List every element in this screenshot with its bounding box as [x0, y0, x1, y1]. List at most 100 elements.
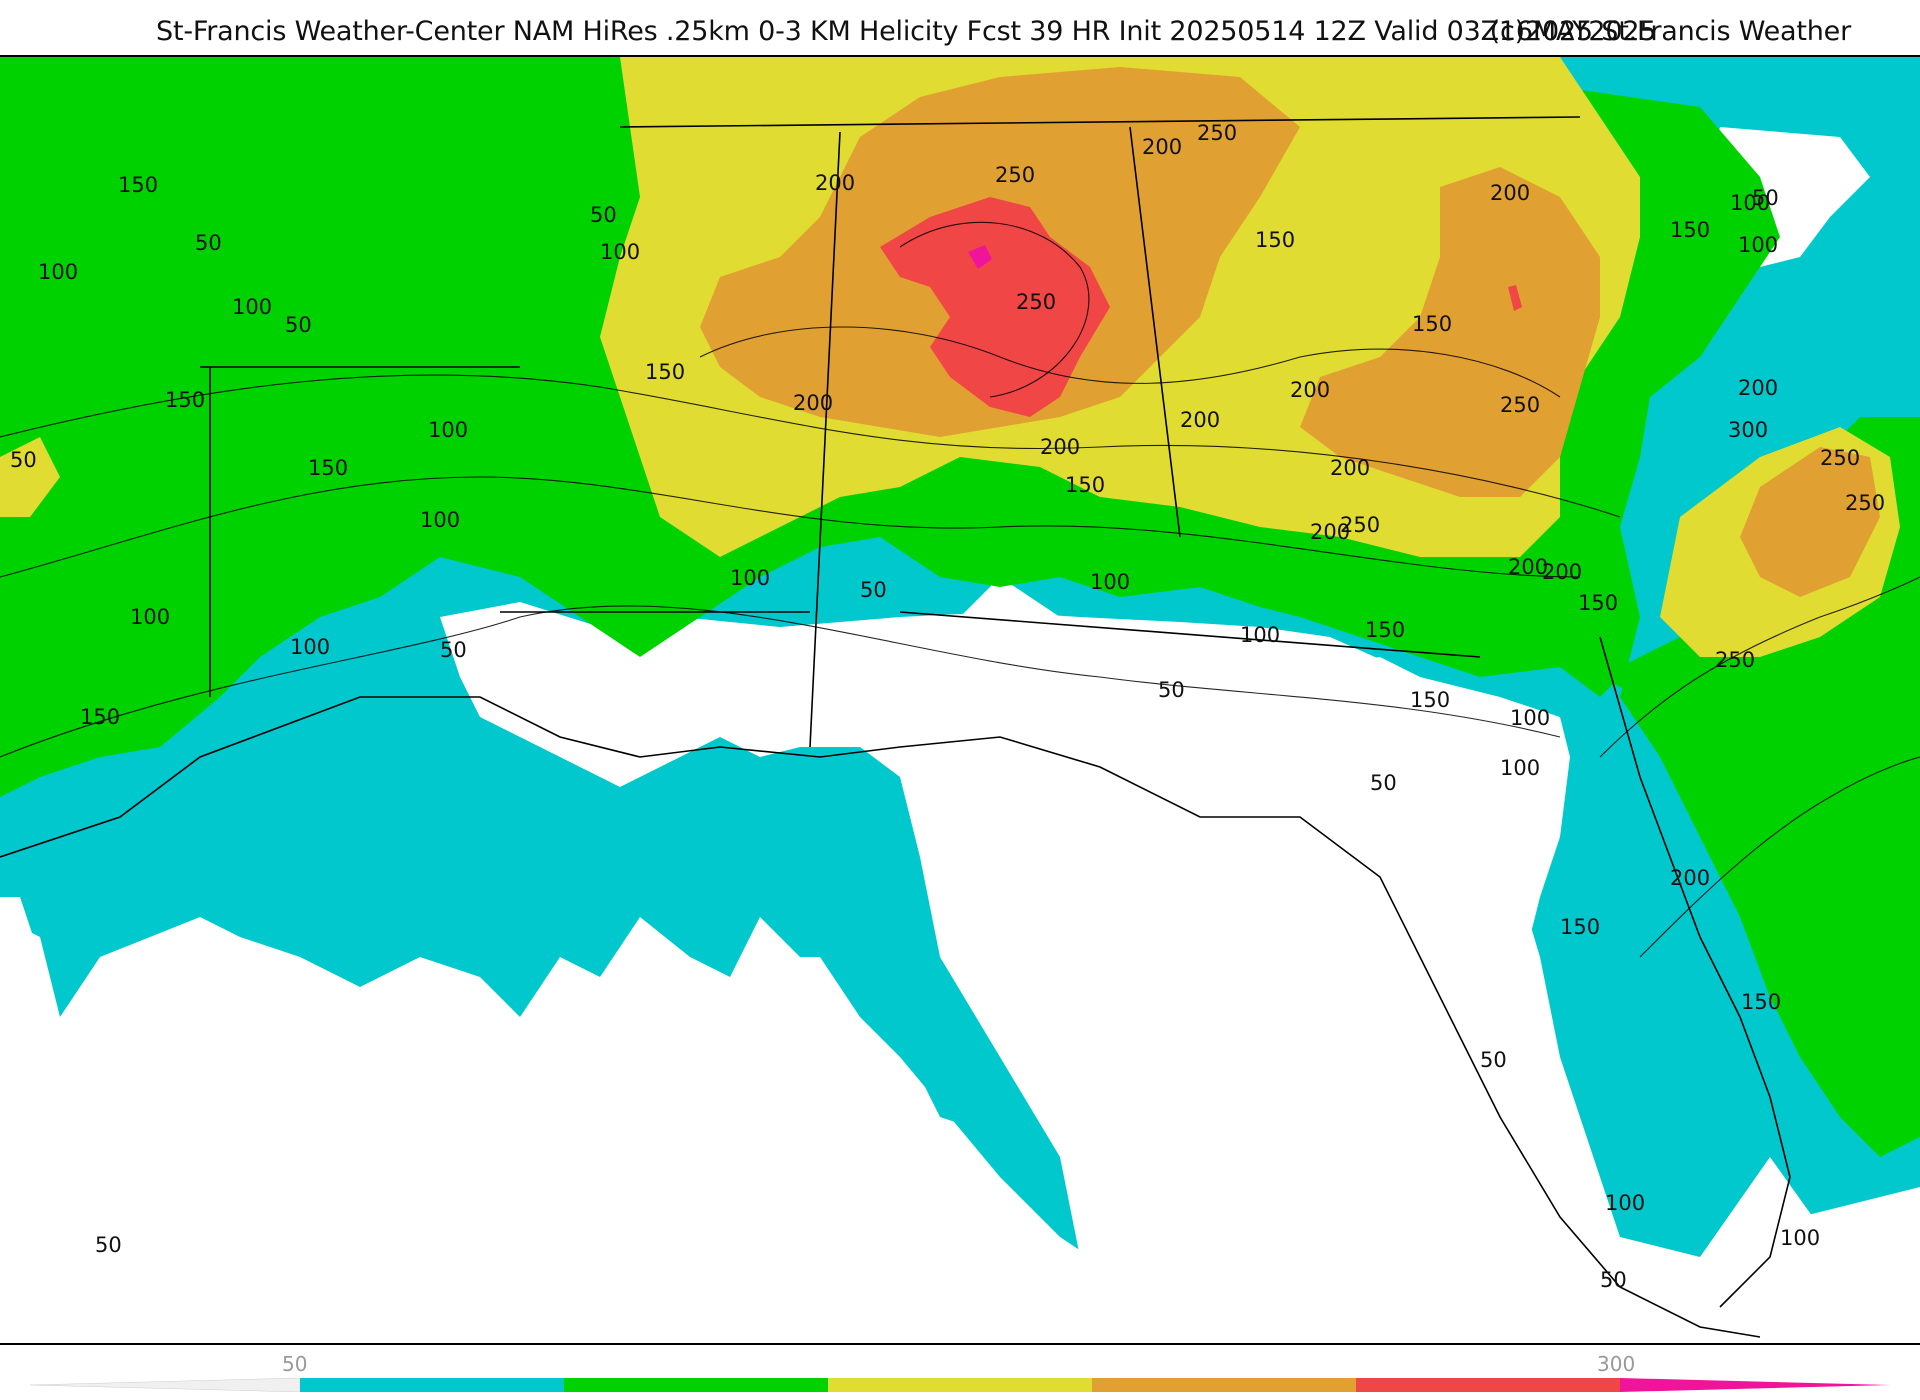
state-line-2 — [809, 131, 841, 748]
state-line-1 — [619, 116, 1581, 128]
contour-label: 150 — [308, 456, 348, 480]
contour-label: 100 — [1738, 233, 1778, 257]
contour-150 — [0, 374, 1621, 518]
contour-250 — [899, 221, 1090, 398]
contour-100 — [0, 476, 1581, 578]
contour-label: 100 — [1780, 1226, 1820, 1250]
shade-200-250-east — [1300, 167, 1600, 497]
contour-label: 250 — [1820, 446, 1860, 470]
contour-label: 300 — [1728, 418, 1768, 442]
contour-label: 150 — [1560, 915, 1600, 939]
contour-label: 50 — [1752, 186, 1779, 210]
shade-below-50-coast — [440, 602, 1570, 1343]
contour-label: 100 — [290, 635, 330, 659]
helicity-map: 150 50 100 100 50 50 100 150 50 100 150 … — [0, 55, 1920, 1345]
contour-label: 200 — [1490, 181, 1530, 205]
shade-300-plus — [968, 245, 992, 269]
contour-label: 100 — [428, 418, 468, 442]
state-line-3 — [1129, 126, 1181, 538]
colorbar-segment — [828, 1378, 1093, 1392]
contour-label: 100 — [1090, 570, 1130, 594]
contour-label: 250 — [995, 163, 1035, 187]
contour-label: 150 — [118, 173, 158, 197]
colorbar-high-extension — [1620, 1378, 1890, 1392]
contour-label: 100 — [38, 260, 78, 284]
contour-label: 50 — [440, 638, 467, 662]
contour-label: 100 — [130, 605, 170, 629]
contour-label: 100 — [1240, 623, 1280, 647]
title-bar: St-Francis Weather-Center NAM HiRes .25k… — [0, 0, 1920, 62]
colorbar-segment — [1356, 1378, 1621, 1392]
boundary-lines — [0, 116, 1791, 1338]
map-canvas: 150 50 100 100 50 50 100 150 50 100 150 … — [0, 57, 1920, 1343]
shade-200-250-far-east — [1740, 447, 1880, 597]
contour-label: 200 — [1542, 560, 1582, 584]
state-line-6 — [899, 611, 1481, 658]
contour-50 — [0, 605, 1561, 758]
colorbar-low-extension — [30, 1378, 301, 1392]
contour-label: 150 — [1255, 228, 1295, 252]
contour-label: 150 — [1410, 688, 1450, 712]
contour-label: 50 — [590, 203, 617, 227]
contour-label: 50 — [860, 578, 887, 602]
shade-below-50-se-corner — [1740, 1187, 1920, 1343]
contour-label: 200 — [1330, 456, 1370, 480]
contour-label: 50 — [1480, 1048, 1507, 1072]
shade-250-300-east — [1508, 285, 1522, 311]
shade-250-300 — [880, 197, 1110, 417]
colorbar-tick-max: 300 — [1597, 1352, 1636, 1376]
contour-label: 100 — [420, 508, 460, 532]
colorbar-segments — [300, 1378, 1621, 1392]
contour-label: 200 — [1142, 135, 1182, 159]
contour-lines — [0, 221, 1920, 958]
coastline-atlantic — [1599, 636, 1791, 1308]
contour-label: 100 — [232, 295, 272, 319]
coastline-gulf — [0, 696, 1761, 1338]
contour-label: 50 — [95, 1233, 122, 1257]
contour-label: 250 — [1715, 648, 1755, 672]
colorbar-tick-min: 50 — [282, 1352, 308, 1376]
contour-label: 250 — [1197, 121, 1237, 145]
contour-label: 50 — [1158, 678, 1185, 702]
contour-label: 250 — [1845, 491, 1885, 515]
contour-label: 100 — [730, 566, 770, 590]
contour-label: 100 — [1500, 756, 1540, 780]
contour-label: 100 — [1510, 706, 1550, 730]
contour-label: 200 — [1290, 378, 1330, 402]
shade-50-100-gulf — [720, 697, 1120, 1277]
map-title: St-Francis Weather-Center NAM HiRes .25k… — [156, 16, 1657, 47]
colorbar-segment — [564, 1378, 829, 1392]
contour-label: 50 — [1370, 771, 1397, 795]
contour-label: 150 — [1578, 591, 1618, 615]
contour-east-150 — [1639, 756, 1920, 958]
contour-label: 200 — [1508, 555, 1548, 579]
shade-below-50-west — [0, 917, 1100, 1343]
contour-label: 200 — [1180, 408, 1220, 432]
contour-label: 200 — [793, 391, 833, 415]
contour-label: 150 — [165, 388, 205, 412]
contour-label: 50 — [195, 231, 222, 255]
contour-label: 200 — [1040, 435, 1080, 459]
contour-label: 250 — [1016, 290, 1056, 314]
contour-label: 200 — [1310, 520, 1350, 544]
contour-label: 150 — [1365, 618, 1405, 642]
contour-label: 150 — [1412, 312, 1452, 336]
colorbar-segment — [300, 1378, 565, 1392]
contour-label: 100 — [1730, 191, 1770, 215]
contour-label: 150 — [1670, 218, 1710, 242]
contour-label: 200 — [815, 171, 855, 195]
contour-label: 150 — [80, 705, 120, 729]
contour-label: 100 — [600, 240, 640, 264]
contour-label: 200 — [1738, 376, 1778, 400]
contour-label: 100 — [1605, 1191, 1645, 1215]
contour-label: 200 — [1670, 866, 1710, 890]
contour-label: 150 — [645, 360, 685, 384]
contour-label-group: 150 50 100 100 50 50 100 150 50 100 150 … — [10, 121, 1885, 1292]
contour-label: 50 — [10, 448, 37, 472]
contour-200 — [699, 326, 1561, 398]
contour-label: 150 — [1741, 990, 1781, 1014]
contour-east-200 — [1599, 576, 1920, 758]
shade-150-200-nw — [0, 437, 60, 517]
colorbar-segment — [1092, 1378, 1357, 1392]
colorbar-strip — [30, 1378, 1890, 1392]
